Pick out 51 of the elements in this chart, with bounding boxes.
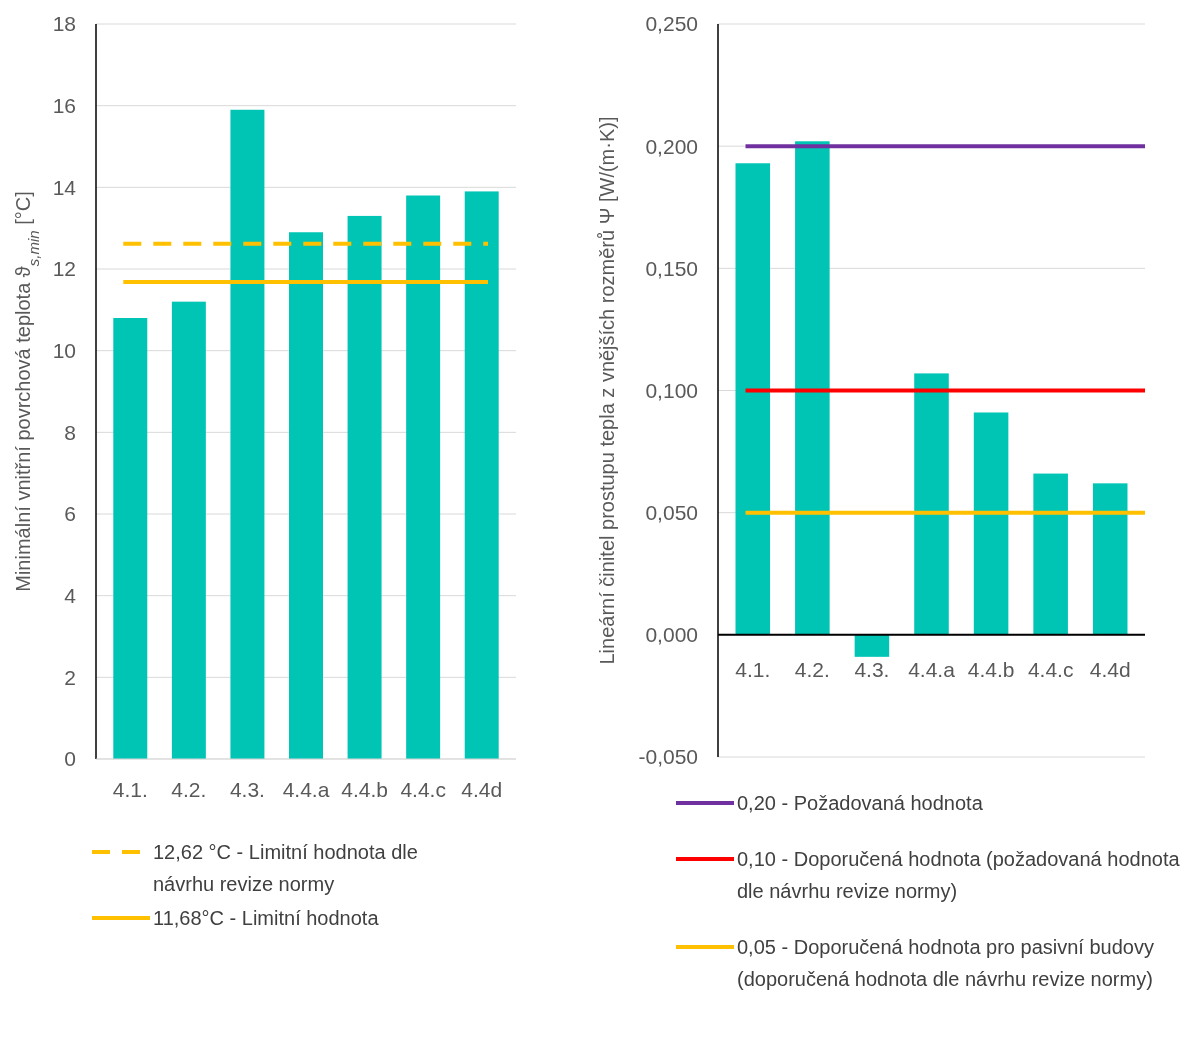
x-tick-label: 4.3. [854, 657, 890, 681]
y-tick-label: 12 [52, 257, 76, 281]
bar [347, 215, 382, 759]
y-tick-label: 0,050 [645, 501, 698, 525]
y-axis-title: Lineární činitel prostupu tepla z vnějších rozměrů Ψ [W/(m·K)] [596, 116, 618, 665]
x-tick-label: 4.4d [461, 778, 503, 801]
bar [464, 191, 499, 759]
x-tick-label: 4.2. [171, 778, 207, 801]
bar [230, 109, 265, 759]
bar [1092, 483, 1128, 635]
y-tick-label: 18 [52, 12, 76, 36]
bar [973, 412, 1009, 635]
x-tick-label: 4.4.b [341, 778, 388, 801]
bar [795, 141, 830, 635]
x-tick-label: 4.3. [229, 778, 265, 801]
bar [171, 301, 206, 759]
bar [914, 373, 949, 635]
bar [113, 318, 148, 759]
y-tick-label: 16 [52, 94, 76, 118]
bar [1033, 473, 1068, 635]
x-tick-label: 4.1. [112, 778, 148, 801]
bar [406, 195, 441, 759]
legend-label: 0,05 - Doporučená hodnota pro pasivní budovy (doporučená hodnota dle návrhu revize normy) [737, 936, 1154, 990]
x-tick-label: 4.4.c [1027, 657, 1074, 681]
y-tick-label: 10 [52, 339, 76, 363]
y-tick-label: 0,150 [645, 256, 698, 280]
y-tick-label: 0,000 [645, 623, 698, 647]
y-tick-label: 0,200 [645, 134, 698, 158]
y-tick-label: 0,250 [645, 12, 698, 36]
y-tick-label: 2 [64, 665, 76, 689]
x-tick-label: 4.4d [1089, 657, 1131, 681]
y-tick-label: 0,100 [645, 378, 698, 402]
x-tick-label: 4.4.a [908, 657, 956, 681]
y-tick-label: 4 [64, 584, 77, 608]
legend-label: 12,62 °C - Limitní hodnota dle návrhu revize normy [153, 841, 418, 895]
x-tick-label: 4.4.a [282, 778, 330, 801]
x-tick-label: 4.4.c [400, 778, 446, 801]
y-tick-label: 6 [64, 502, 76, 526]
bar [735, 163, 771, 635]
y-tick-label: 0 [64, 747, 76, 771]
legend-label: 0,10 - Doporučená hodnota (požadovaná hodnota dle návrhu revize normy) [737, 848, 1181, 902]
legend-label: 11,68°C - Limitní hodnota [153, 907, 380, 929]
bar [854, 634, 890, 657]
bar [289, 232, 323, 759]
y-tick-label: -0,050 [638, 745, 698, 769]
y-tick-label: 8 [64, 420, 76, 444]
legend-label: 0,20 - Požadovaná hodnota [737, 792, 984, 814]
x-tick-label: 4.2. [794, 657, 830, 681]
x-tick-label: 4.4.b [967, 657, 1015, 681]
y-tick-label: 14 [52, 175, 77, 199]
x-tick-label: 4.1. [735, 657, 771, 681]
